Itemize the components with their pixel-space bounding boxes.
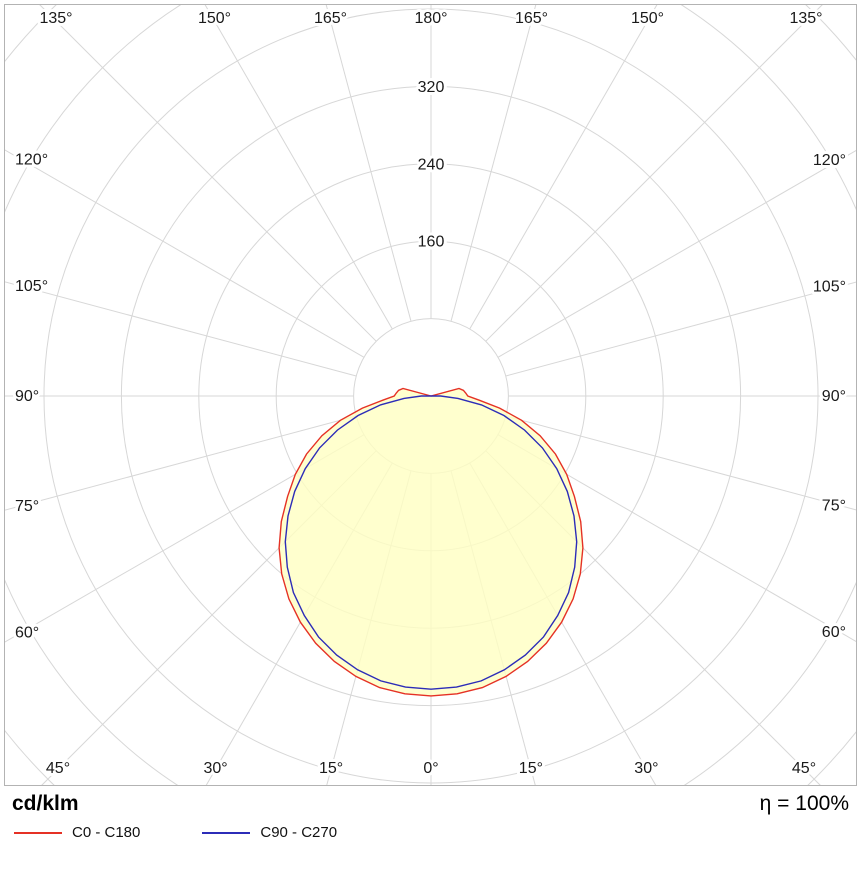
svg-text:15°: 15° [519,760,543,777]
legend-item-c0-c180: C0 - C180 [14,824,140,841]
svg-text:120°: 120° [15,151,48,168]
svg-text:165°: 165° [515,10,548,27]
svg-text:75°: 75° [822,498,846,515]
svg-text:90°: 90° [822,388,846,405]
svg-text:165°: 165° [314,10,347,27]
svg-text:60°: 60° [822,624,846,641]
legend-line-c0-c180-icon [14,831,62,834]
svg-text:45°: 45° [46,760,70,777]
legend-label-c90-c270: C90 - C270 [260,824,338,841]
svg-text:120°: 120° [813,152,846,169]
svg-text:105°: 105° [813,278,846,295]
polar-plot-frame: 160 240 320 0° 15° 15° 30° 30° 45° 45° 60° 60° 75° 75… [4,4,857,786]
svg-text:320: 320 [418,79,445,96]
chart-footer: cd/klm η = 100% C0 - C180 C90 - C270 [4,792,857,841]
footer-top-row: cd/klm η = 100% [4,792,857,816]
svg-text:150°: 150° [631,10,664,27]
legend-label-c0-c180: C0 - C180 [72,824,141,841]
legend: C0 - C180 C90 - C270 [4,824,857,841]
svg-text:135°: 135° [39,10,72,27]
svg-text:180°: 180° [414,10,447,27]
svg-text:240: 240 [418,156,445,173]
svg-text:75°: 75° [15,498,39,515]
legend-item-c90-c270: C90 - C270 [202,824,337,841]
efficiency-label: η = 100% [759,792,849,815]
svg-text:135°: 135° [789,10,822,27]
svg-text:0°: 0° [423,760,438,777]
svg-text:60°: 60° [15,625,39,642]
svg-text:30°: 30° [634,760,658,777]
legend-line-c90-c270-icon [202,831,251,834]
units-label: cd/klm [12,792,79,815]
svg-text:15°: 15° [319,760,343,777]
svg-text:160: 160 [418,234,445,251]
polar-chart: 160 240 320 0° 15° 15° 30° 30° 45° 45° 60° 60° 75° 75… [5,5,856,785]
svg-text:105°: 105° [15,278,48,295]
svg-text:90°: 90° [15,388,39,405]
svg-text:45°: 45° [792,760,816,777]
svg-text:30°: 30° [203,760,227,777]
svg-text:150°: 150° [198,10,231,27]
